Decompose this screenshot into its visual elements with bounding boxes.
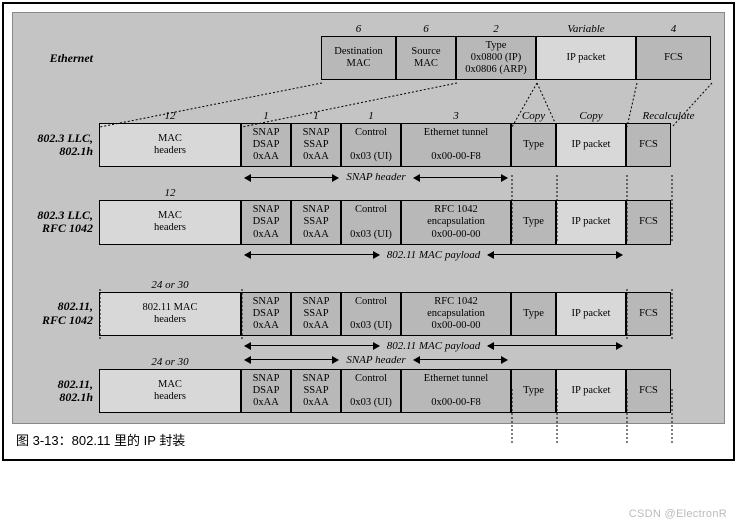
row1-type: Type	[511, 123, 556, 167]
row2-dsap: SNAPDSAP0xAA	[241, 200, 291, 244]
row2-type: Type	[511, 200, 556, 244]
row4: 802.11,802.1h MACheaders SNAPDSAP0xAA SN…	[21, 369, 716, 413]
figure-caption: 图 3-13：802.11 里的 IP 封装	[16, 430, 721, 449]
row1-mid: Ethernet tunnel 0x00-00-F8	[401, 123, 511, 167]
row3-mac: 802.11 MACheaders	[99, 292, 241, 336]
row1-ip: IP packet	[556, 123, 626, 167]
row3-mid: RFC 1042encapsulation0x00-00-00	[401, 292, 511, 336]
row2-label: 802.3 LLC,RFC 1042	[21, 209, 99, 235]
row3-label: 802.11,RFC 1042	[21, 300, 99, 326]
row3-ssap: SNAPSSAP0xAA	[291, 292, 341, 336]
row1-label: 802.3 LLC,802.1h	[21, 132, 99, 158]
row2-mid: RFC 1042encapsulation0x00-00-00	[401, 200, 511, 244]
row2-mac: MACheaders	[99, 200, 241, 244]
row1-fcs: FCS	[626, 123, 671, 167]
row3: 802.11,RFC 1042 802.11 MACheaders SNAPDS…	[21, 292, 716, 336]
diagram-canvas: 6 6 2 Variable 4 Ethernet DestinationMAC…	[12, 12, 725, 424]
row2: 802.3 LLC,RFC 1042 MACheaders SNAPDSAP0x…	[21, 200, 716, 244]
row4-mac: MACheaders	[99, 369, 241, 413]
row3-sizes: 24 or 30	[99, 279, 716, 291]
row4-label: 802.11,802.1h	[21, 378, 99, 404]
macpayload-annot-1: 802.11 MAC payload	[241, 249, 626, 261]
row1-mac: MACheaders	[99, 123, 241, 167]
row4-type: Type	[511, 369, 556, 413]
row3-dsap: SNAPDSAP0xAA	[241, 292, 291, 336]
row2-ssap: SNAPSSAP0xAA	[291, 200, 341, 244]
eth-dst-mac: DestinationMAC	[321, 36, 396, 80]
row3-fcs: FCS	[626, 292, 671, 336]
row1-sizes: 12 1 1 1 3 Copy Copy Recalculate	[99, 110, 716, 122]
row1-ssap: SNAPSSAP0xAA	[291, 123, 341, 167]
eth-fcs: FCS	[636, 36, 711, 80]
outer-frame: 6 6 2 Variable 4 Ethernet DestinationMAC…	[2, 2, 735, 461]
row2-sizes: 12	[99, 187, 716, 199]
watermark: CSDN @ElectronR	[629, 508, 727, 520]
row3-ip: IP packet	[556, 292, 626, 336]
row1: 802.3 LLC,802.1h MACheaders SNAPDSAP0xAA…	[21, 123, 716, 167]
row4-mid: Ethernet tunnel 0x00-00-F8	[401, 369, 511, 413]
row2-ctrl: Control 0x03 (UI)	[341, 200, 401, 244]
macpayload-annot-2: 802.11 MAC payload	[241, 340, 626, 352]
eth-src-mac: SourceMAC	[396, 36, 456, 80]
ethernet-label: Ethernet	[21, 52, 99, 65]
eth-type: Type0x0800 (IP)0x0806 (ARP)	[456, 36, 536, 80]
row4-fcs: FCS	[626, 369, 671, 413]
snap-annot-1: SNAP header	[241, 171, 511, 183]
eth-ip-packet: IP packet	[536, 36, 636, 80]
row1-ctrl: Control 0x03 (UI)	[341, 123, 401, 167]
row4-ssap: SNAPSSAP0xAA	[291, 369, 341, 413]
row1-dsap: SNAPDSAP0xAA	[241, 123, 291, 167]
row2-fcs: FCS	[626, 200, 671, 244]
row2-ip: IP packet	[556, 200, 626, 244]
row3-ctrl: Control 0x03 (UI)	[341, 292, 401, 336]
ethernet-row: Ethernet DestinationMAC SourceMAC Type0x…	[21, 36, 716, 80]
row4-ctrl: Control 0x03 (UI)	[341, 369, 401, 413]
row4-ip: IP packet	[556, 369, 626, 413]
ethernet-sizes: 6 6 2 Variable 4	[99, 23, 716, 35]
row4-dsap: SNAPDSAP0xAA	[241, 369, 291, 413]
row3-type: Type	[511, 292, 556, 336]
